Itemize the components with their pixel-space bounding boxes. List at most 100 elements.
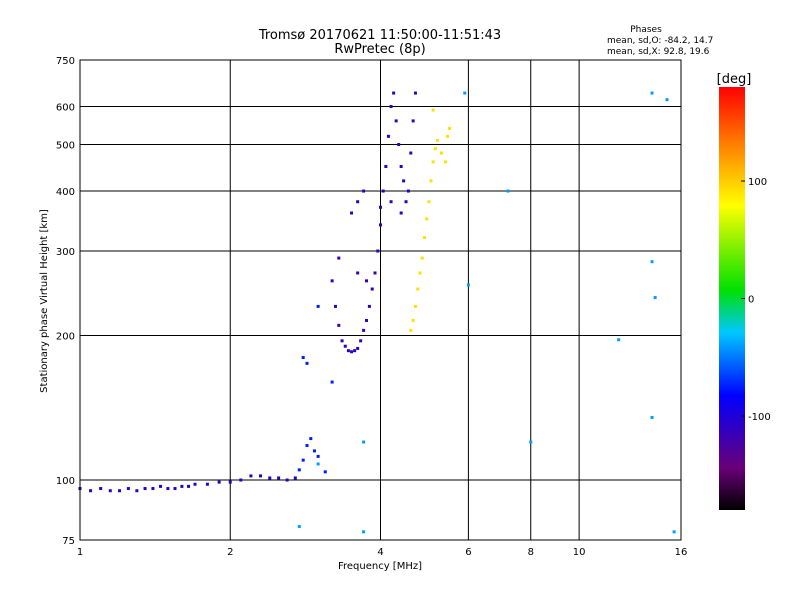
echo-point — [362, 328, 366, 332]
echo-point — [323, 470, 327, 474]
echo-point — [386, 134, 390, 138]
echo-point — [370, 287, 374, 291]
echo-point — [159, 484, 163, 488]
echo-point — [316, 304, 320, 308]
echo-point — [418, 271, 422, 275]
echo-point — [297, 468, 301, 472]
colorbar-ticks: 100 0 -100 — [741, 177, 771, 423]
echo-point — [397, 143, 401, 147]
echo-point — [356, 346, 360, 350]
echo-point — [381, 189, 385, 193]
echo-point — [305, 444, 309, 448]
stats-line-o: mean, sd,O: -84.2, 14.7 — [607, 36, 713, 46]
echo-point — [353, 349, 357, 353]
x-tick-label: 2 — [227, 547, 233, 558]
echo-point — [384, 164, 388, 168]
echo-point — [365, 318, 369, 322]
echo-point — [309, 437, 313, 441]
echo-point — [650, 91, 654, 95]
echo-point — [435, 138, 439, 142]
echo-point — [330, 279, 334, 283]
echo-point — [205, 482, 209, 486]
echo-point — [433, 147, 437, 151]
echo-point — [362, 530, 366, 534]
echo-point — [346, 349, 350, 353]
echo-point — [362, 189, 366, 193]
echo-point — [108, 489, 112, 493]
x-tick-label: 16 — [675, 547, 688, 558]
y-axis-ticks: 75 100 200 300 400 500 600 750 — [56, 56, 75, 547]
echo-point — [312, 449, 316, 453]
echo-point — [376, 249, 380, 253]
y-tick-label: 200 — [56, 332, 75, 343]
echo-point — [337, 256, 341, 260]
echo-point — [297, 525, 301, 529]
echo-point — [672, 530, 676, 534]
echo-point — [411, 318, 415, 322]
echo-point — [356, 271, 360, 275]
echo-point — [180, 484, 184, 488]
echo-points — [78, 91, 676, 534]
echo-point — [337, 323, 341, 327]
echo-point — [166, 487, 170, 491]
echo-point — [343, 344, 347, 348]
y-tick-label: 500 — [56, 141, 75, 152]
echo-point — [389, 105, 393, 109]
y-tick-label: 400 — [56, 187, 75, 198]
echo-point — [392, 91, 396, 95]
echo-point — [650, 415, 654, 419]
echo-point — [420, 256, 424, 260]
echo-point — [466, 283, 470, 287]
echo-point — [409, 328, 413, 332]
echo-point — [506, 189, 510, 193]
echo-point — [409, 151, 413, 155]
x-tick-label: 10 — [573, 547, 586, 558]
y-tick-label: 750 — [56, 56, 75, 67]
echo-point — [413, 91, 417, 95]
echo-point — [301, 355, 305, 359]
echo-point — [249, 474, 253, 478]
echo-point — [425, 217, 429, 221]
echo-point — [285, 478, 289, 482]
echo-point — [446, 134, 450, 138]
colorbar-tick-label: 100 — [748, 177, 767, 188]
echo-point — [277, 476, 281, 480]
echo-point — [399, 211, 403, 215]
echo-point — [268, 476, 272, 480]
echo-point — [350, 211, 354, 215]
echo-point — [411, 119, 415, 123]
echo-point — [422, 236, 426, 240]
echo-point — [529, 440, 533, 444]
y-tick-label: 600 — [56, 103, 75, 114]
echo-point — [406, 189, 410, 193]
colorbar-tick-label: -100 — [748, 412, 771, 423]
echo-point — [402, 179, 406, 183]
echo-point — [217, 480, 221, 484]
echo-point — [413, 304, 417, 308]
echo-point — [665, 98, 669, 102]
echo-point — [362, 440, 366, 444]
echo-point — [448, 126, 452, 130]
echo-point — [330, 380, 334, 384]
echo-point — [389, 200, 393, 204]
echo-point — [293, 476, 297, 480]
echo-point — [404, 200, 408, 204]
echo-point — [89, 489, 93, 493]
echo-point — [463, 91, 467, 95]
y-tick-label: 75 — [62, 536, 75, 547]
echo-point — [440, 151, 444, 155]
echo-point — [379, 205, 382, 209]
stats-heading: Phases — [630, 25, 662, 35]
echo-point — [340, 339, 344, 343]
echo-point — [305, 361, 309, 365]
echo-point — [653, 296, 657, 300]
echo-point — [416, 287, 420, 291]
echo-point — [239, 478, 243, 482]
echo-point — [259, 474, 263, 478]
echo-point — [135, 489, 139, 493]
chart-subtitle: RwPretec (8p) — [334, 42, 425, 57]
echo-point — [316, 454, 320, 458]
echo-point — [143, 487, 147, 491]
echo-point — [427, 200, 431, 204]
